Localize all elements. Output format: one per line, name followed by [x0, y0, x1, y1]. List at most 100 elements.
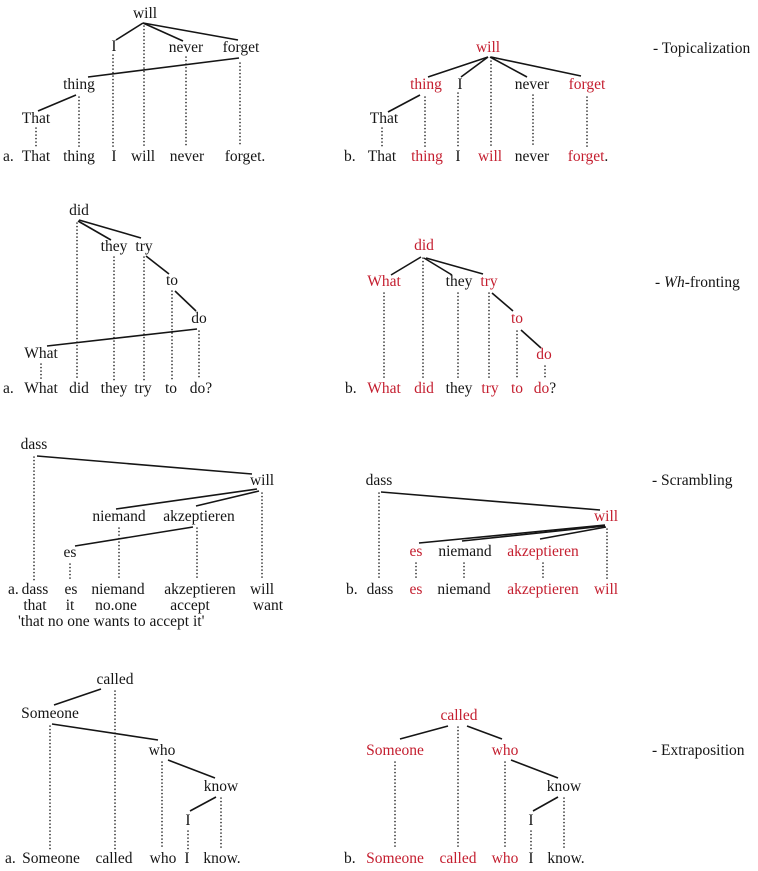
tree-node-word: thing: [410, 76, 442, 93]
tree-node-word: to: [165, 272, 179, 289]
sentence-word: they: [100, 380, 128, 397]
dependency-edge: [145, 255, 170, 275]
tree-node-word: try: [135, 238, 153, 255]
dependency-edge: [460, 56, 489, 78]
sentence-word: never: [514, 148, 550, 165]
tree-node-word: That: [369, 110, 399, 127]
tree-node-word: did: [69, 202, 89, 219]
dependency-edge: [418, 524, 606, 544]
dependency-edge: [51, 723, 159, 741]
tree-node-word: never: [514, 76, 550, 93]
tree-node-word: dass: [20, 436, 48, 453]
tree-node-word: will: [593, 508, 619, 525]
sentence-word: Someone: [366, 850, 424, 867]
dependency-edge: [195, 490, 260, 507]
dependency-edge: [115, 22, 144, 41]
tree-node-word: thing: [63, 76, 95, 93]
tree-node-word: akzeptieren: [507, 543, 579, 560]
row-label-extraposition: - Extraposition: [652, 743, 745, 759]
tree-node-word: What: [367, 273, 401, 290]
tree-node-word: to: [510, 310, 524, 327]
label-text: -: [655, 274, 665, 291]
punctuation: .: [604, 148, 609, 165]
tree-node-word: do: [536, 346, 552, 363]
tree-node-word: do: [191, 310, 207, 327]
example-tag: a.: [3, 380, 14, 397]
gloss-word: it: [65, 597, 75, 614]
tree-node-word: niemand: [438, 543, 492, 560]
dependency-edge: [399, 725, 449, 740]
label-text: -fronting: [684, 274, 740, 291]
tree-node-word: never: [168, 39, 204, 56]
dependency-edge: [532, 796, 559, 812]
label-text: - Scrambling: [652, 472, 733, 489]
sentence-word: thing: [63, 148, 95, 165]
dependency-edge: [46, 328, 198, 347]
tree-node-word: called: [96, 671, 134, 688]
dependency-edge: [167, 759, 216, 779]
sentence-word: What: [24, 380, 58, 397]
punctuation: ?: [549, 380, 557, 397]
tree-node-word: who: [491, 742, 519, 759]
sentence-word: do?: [533, 380, 557, 397]
dependency-edge: [174, 290, 197, 312]
gloss-word: want: [252, 597, 284, 614]
sentence-word: Someone: [22, 850, 80, 867]
tree-node-word: will: [132, 5, 158, 22]
dependency-edge: [427, 56, 489, 78]
translation-text: 'that no one wants to accept it': [18, 613, 205, 630]
row-label-scrambling: - Scrambling: [652, 473, 733, 489]
dependency-edge: [142, 22, 184, 42]
tree-node-word: they: [445, 273, 473, 290]
dependency-edge: [466, 725, 503, 740]
sentence-word: dass: [366, 581, 394, 598]
sentence-word: I: [528, 850, 534, 867]
tree-node-word: know: [203, 778, 239, 795]
sentence-word: know.: [547, 850, 585, 867]
tree-node-word: did: [414, 237, 434, 254]
sentence-word: who: [491, 850, 519, 867]
dependency-edge: [78, 219, 142, 239]
sentence-word: they: [445, 380, 473, 397]
dependency-edge: [387, 94, 421, 113]
sentence-word: did: [69, 380, 89, 397]
tree-node-word: I: [528, 812, 534, 829]
sentence-word: never: [169, 148, 205, 165]
sentence-word: es: [64, 581, 78, 598]
dependency-edge: [53, 688, 102, 706]
sentence-word: to: [164, 380, 178, 397]
sentence-word: akzeptieren: [507, 581, 579, 598]
tree-node-word: Someone: [366, 742, 424, 759]
tree-node-word: That: [21, 110, 51, 127]
gloss-word: that: [23, 597, 47, 614]
dependency-edge: [425, 257, 484, 275]
dependency-edge: [74, 526, 194, 547]
sentence-word: I: [184, 850, 190, 867]
dependency-edge: [115, 488, 258, 510]
example-tag: a.: [8, 581, 19, 598]
sentence-word: will: [477, 148, 503, 165]
dependency-edge: [490, 56, 582, 77]
sentence-word: That: [367, 148, 397, 165]
sentence-word: niemand: [91, 581, 145, 598]
sentence-word: who: [149, 850, 177, 867]
tree-node-word: What: [24, 345, 58, 362]
tree-node-word: Someone: [21, 705, 79, 722]
dependency-edge: [87, 57, 240, 78]
sentence-word: akzeptieren: [164, 581, 236, 598]
tree-node-word: who: [148, 742, 176, 759]
label-text: - Topicalization: [653, 40, 751, 57]
sentence-word: will: [130, 148, 156, 165]
tree-node-word: forget: [222, 39, 260, 56]
dependency-edge: [380, 491, 601, 511]
tree-node-word: es: [409, 543, 423, 560]
dependency-edge: [142, 22, 239, 41]
tree-node-word: know: [546, 778, 582, 795]
tree-node-word: I: [457, 76, 463, 93]
dependency-edge: [489, 56, 528, 78]
sentence-word: know.: [203, 850, 241, 867]
tree-node-word: es: [63, 544, 77, 561]
sentence-word: dass: [21, 581, 49, 598]
sentence-word: to: [510, 380, 524, 397]
tree-node-word: I: [185, 812, 191, 829]
